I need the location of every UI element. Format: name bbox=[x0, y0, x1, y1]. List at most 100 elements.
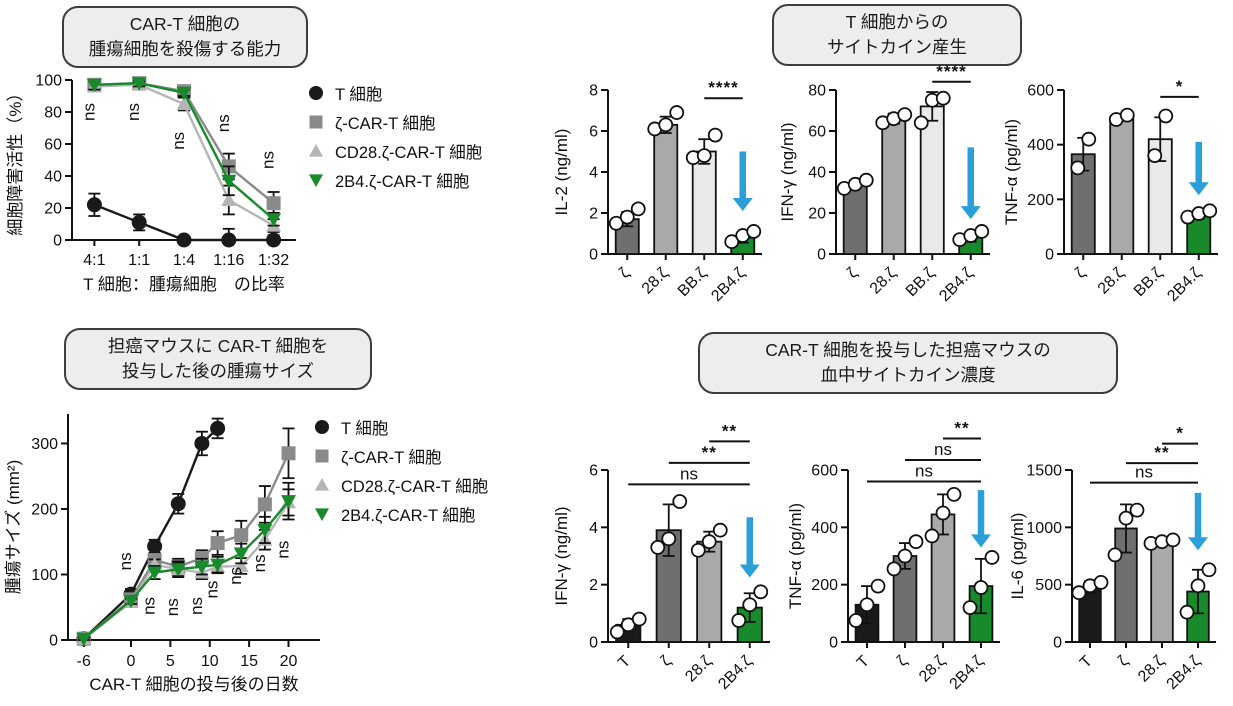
series-marker-triangle-down bbox=[309, 173, 323, 187]
data-point bbox=[1118, 510, 1134, 526]
x-tick-label: -6 bbox=[77, 653, 91, 670]
series-marker-triangle-up bbox=[176, 96, 192, 110]
data-point bbox=[1119, 107, 1135, 123]
data-point bbox=[897, 548, 913, 564]
data-point bbox=[886, 561, 902, 577]
category-label: 28.ζ bbox=[639, 265, 672, 298]
title-line: 投与した後の腫瘍サイズ bbox=[122, 360, 314, 381]
chart-text: 600 bbox=[1027, 83, 1054, 100]
bar-28.ζ bbox=[696, 540, 723, 643]
x-tick-label: 10 bbox=[201, 653, 219, 670]
x-tick-label: 15 bbox=[240, 653, 258, 670]
chart-text: 400 bbox=[811, 520, 838, 537]
ns-annotation: ns bbox=[214, 114, 233, 132]
ns-annotation: ns bbox=[203, 581, 222, 599]
series-marker-triangle-down bbox=[147, 566, 163, 581]
bar-BB.ζ bbox=[691, 150, 717, 255]
chart-text: 1500 bbox=[1026, 463, 1062, 480]
title-line: CAR-T 細胞の bbox=[129, 14, 241, 34]
category-label: ζ bbox=[1072, 265, 1089, 282]
chart-text: 4 bbox=[589, 520, 598, 537]
chart-text: 1000 bbox=[1026, 520, 1062, 537]
bar-28.ζ bbox=[1150, 540, 1174, 643]
series-marker-square bbox=[210, 536, 225, 551]
chart-text: 0 bbox=[1053, 635, 1062, 652]
title-line: サイトカイン産生 bbox=[827, 36, 967, 57]
x-tick-label: 4:1 bbox=[83, 252, 105, 269]
x-tick-label: 1:1 bbox=[128, 252, 150, 269]
decrease-arrow-head-icon bbox=[732, 197, 753, 211]
data-point bbox=[1071, 585, 1087, 601]
panel-title-blood-cytokines: CAR-T 細胞を投与した担癌マウスの 血中サイトカイン濃度 bbox=[698, 332, 1118, 394]
data-point bbox=[1070, 160, 1086, 176]
chart-text: 20 bbox=[44, 201, 62, 218]
chart-text: 60 bbox=[808, 124, 826, 141]
data-point bbox=[848, 613, 864, 628]
data-point bbox=[690, 542, 706, 558]
data-point bbox=[1081, 131, 1097, 147]
category-label: 2B4.ζ bbox=[1164, 265, 1204, 305]
category-label: 28.ζ bbox=[1095, 265, 1128, 298]
series-marker-square bbox=[266, 196, 281, 211]
legend-label: 2B4.ζ-CAR-T 細胞 bbox=[341, 506, 476, 525]
series-marker-circle bbox=[194, 435, 210, 451]
series-marker-triangle-down bbox=[194, 560, 210, 575]
category-label: ζ bbox=[658, 653, 675, 670]
chart-text: 2 bbox=[589, 577, 598, 594]
x-tick-label: 5 bbox=[166, 653, 175, 670]
title-line: 担癌マウスに CAR-T 細胞を bbox=[107, 336, 329, 356]
decrease-arrow-head-icon bbox=[960, 206, 981, 220]
legend-marker-square-icon bbox=[309, 115, 323, 128]
legend-item: CD28.ζ-CAR-T 細胞 bbox=[312, 470, 488, 499]
chart-text: 0 bbox=[49, 633, 58, 650]
legend-marker-square-icon bbox=[315, 449, 329, 462]
legend-marker-circle-icon bbox=[309, 85, 323, 100]
series-marker-circle bbox=[315, 419, 329, 434]
significance-label: ns bbox=[1135, 463, 1153, 482]
chart-text: 500 bbox=[1035, 577, 1062, 594]
chart-text: 6 bbox=[589, 124, 598, 141]
legend-label: CD28.ζ-CAR-T 細胞 bbox=[341, 477, 489, 496]
chart-text: 40 bbox=[44, 169, 62, 186]
data-point bbox=[1158, 108, 1174, 124]
ns-annotation: ns bbox=[124, 103, 143, 121]
series-marker-circle bbox=[86, 197, 102, 213]
data-point bbox=[858, 172, 874, 188]
data-point bbox=[658, 117, 674, 133]
title-line: 腫瘍細胞を殺傷する能力 bbox=[88, 38, 282, 59]
data-point bbox=[859, 597, 875, 613]
legend-marker-triangle-up-icon bbox=[309, 143, 323, 157]
data-point bbox=[913, 115, 929, 131]
data-point bbox=[935, 90, 951, 106]
x-tick-label: 20 bbox=[280, 653, 298, 670]
data-point bbox=[973, 580, 989, 595]
chart-text: 0 bbox=[829, 635, 838, 652]
data-point bbox=[935, 505, 951, 521]
series-marker-circle bbox=[176, 232, 192, 248]
panel-title-killing-ability: CAR-T 細胞の 腫瘍細胞を殺傷する能力 bbox=[62, 6, 308, 68]
legend-label: 2B4.ζ-CAR-T 細胞 bbox=[335, 172, 470, 191]
x-axis-label: CAR-T 細胞の投与後の日数 bbox=[89, 675, 298, 694]
data-point bbox=[1129, 502, 1145, 518]
data-point bbox=[946, 486, 962, 502]
chart-text: 400 bbox=[1027, 137, 1054, 154]
ns-annotation: ns bbox=[187, 597, 206, 615]
series-marker-circle bbox=[147, 538, 163, 554]
panel-title-cytokine-production: T 細胞からの サイトカイン産生 bbox=[772, 4, 1022, 66]
series-marker-triangle-down bbox=[176, 86, 192, 101]
series-marker-square bbox=[281, 446, 296, 461]
chart-text: 100 bbox=[31, 567, 58, 584]
x-tick-label: 1:16 bbox=[213, 252, 244, 269]
category-label: T bbox=[854, 653, 873, 672]
data-point bbox=[619, 209, 635, 225]
ns-annotation: ns bbox=[250, 554, 269, 572]
y-axis-label: 細胞障害活性（%） bbox=[6, 84, 25, 235]
chart-text: 300 bbox=[31, 436, 58, 453]
y-axis-label: IL-6 (pg/ml) bbox=[1008, 513, 1027, 600]
chart-text: 40 bbox=[808, 165, 826, 182]
category-label: ζ bbox=[616, 265, 633, 282]
series-marker-square bbox=[257, 497, 272, 512]
